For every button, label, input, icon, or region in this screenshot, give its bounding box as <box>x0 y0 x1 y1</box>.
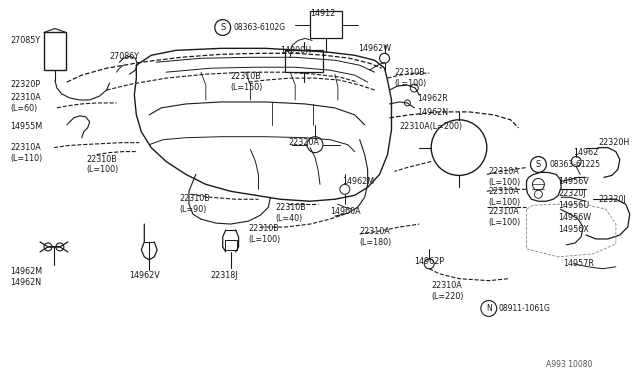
Bar <box>225 240 237 250</box>
Text: (L=100): (L=100) <box>248 235 281 244</box>
Text: 14990H: 14990H <box>280 46 312 55</box>
Text: 22310B: 22310B <box>86 155 118 164</box>
Text: 22320P: 22320P <box>10 80 40 89</box>
Text: 22320H: 22320H <box>598 138 629 147</box>
Text: 22310B: 22310B <box>179 194 210 203</box>
Text: (L=40): (L=40) <box>275 214 303 223</box>
Text: 22310A: 22310A <box>360 227 390 236</box>
Text: (L=100): (L=100) <box>394 79 427 88</box>
Bar <box>310 11 342 38</box>
Text: 14962P: 14962P <box>414 257 444 266</box>
Text: 14962M: 14962M <box>10 267 42 276</box>
Text: 22310A: 22310A <box>489 207 520 216</box>
Text: 14962W: 14962W <box>358 44 391 53</box>
Text: 08363-6102G: 08363-6102G <box>234 23 285 32</box>
Text: 22310B: 22310B <box>394 68 425 77</box>
Text: (L=150): (L=150) <box>230 83 263 92</box>
Text: 22310A: 22310A <box>10 93 41 102</box>
Text: 22310A(L=200): 22310A(L=200) <box>399 122 463 131</box>
Bar <box>44 32 66 70</box>
Text: A993 10080: A993 10080 <box>547 360 593 369</box>
Text: 22310A: 22310A <box>431 280 462 290</box>
Text: 14962V: 14962V <box>129 271 160 280</box>
Text: (L=110): (L=110) <box>10 154 42 163</box>
Text: (L=60): (L=60) <box>10 104 38 113</box>
Text: 22320A: 22320A <box>288 138 319 147</box>
Text: 22310B: 22310B <box>275 203 306 212</box>
Text: 14962: 14962 <box>573 148 598 157</box>
Text: 22310A: 22310A <box>489 167 520 176</box>
Text: 08911-1061G: 08911-1061G <box>499 305 550 314</box>
Text: 22318J: 22318J <box>211 271 238 280</box>
Text: 22320J: 22320J <box>558 189 586 198</box>
Text: 14956U: 14956U <box>558 201 589 210</box>
Text: 14962M: 14962M <box>342 177 374 186</box>
Text: (L=100): (L=100) <box>489 218 521 227</box>
Text: 22310B: 22310B <box>248 224 279 233</box>
Text: (L=90): (L=90) <box>179 205 207 214</box>
Text: 27085Y: 27085Y <box>10 36 40 45</box>
Text: 14956X: 14956X <box>558 225 589 234</box>
Text: S: S <box>536 160 541 169</box>
Text: 14956V: 14956V <box>558 177 589 186</box>
Text: 14955M: 14955M <box>10 122 42 131</box>
Text: 14912: 14912 <box>310 9 335 17</box>
Text: (L=180): (L=180) <box>360 238 392 247</box>
Text: 14956W: 14956W <box>558 213 591 222</box>
Text: 14960A: 14960A <box>330 207 360 216</box>
Text: (L=220): (L=220) <box>431 292 464 301</box>
Text: 14962N: 14962N <box>417 108 449 117</box>
Text: 27086Y: 27086Y <box>109 52 140 61</box>
Text: 22320J: 22320J <box>598 195 626 204</box>
Text: (L=100): (L=100) <box>489 179 521 187</box>
Text: 22310B: 22310B <box>230 72 261 81</box>
Text: 22310A: 22310A <box>10 142 41 152</box>
Text: 14957R: 14957R <box>563 259 594 268</box>
Text: 08363-61225: 08363-61225 <box>549 160 600 169</box>
Text: 14962R: 14962R <box>417 94 448 103</box>
Text: S: S <box>220 23 225 32</box>
Bar <box>285 50 323 72</box>
Text: N: N <box>486 304 492 313</box>
Text: 14962N: 14962N <box>10 278 42 287</box>
Text: 22310A: 22310A <box>489 187 520 196</box>
Text: (L=100): (L=100) <box>489 198 521 207</box>
Text: (L=100): (L=100) <box>86 166 119 174</box>
